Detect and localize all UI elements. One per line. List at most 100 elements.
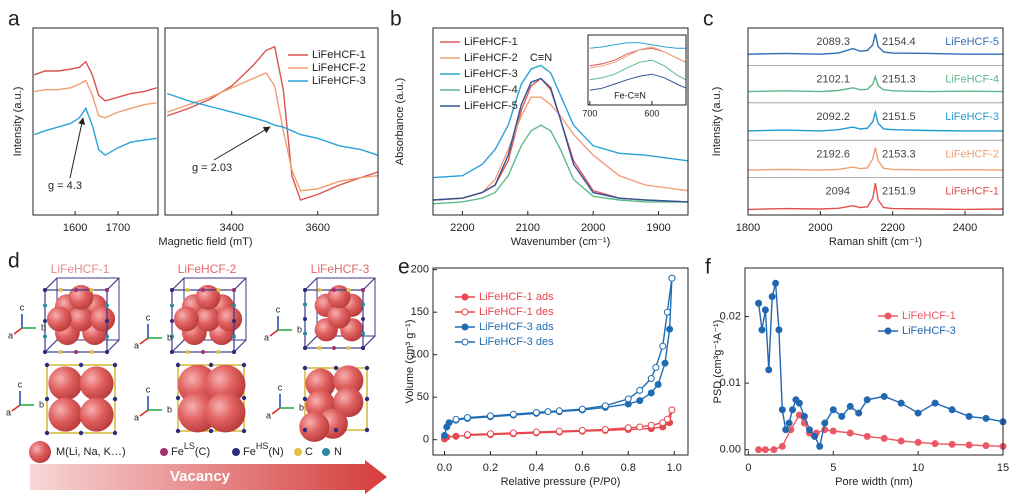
fe-node <box>44 362 50 368</box>
x-axis-label: Raman shift (cm⁻¹) <box>829 236 922 248</box>
series-line <box>34 79 157 119</box>
annotation-arrow <box>213 126 271 161</box>
axes-frame <box>32 27 159 216</box>
data-point <box>654 380 662 388</box>
structure-title: LiFeHCF-1 <box>51 262 110 276</box>
fe-node <box>216 288 221 292</box>
axis-letter: a <box>6 407 11 417</box>
fe-node <box>43 288 47 292</box>
x-axis-label: Magnetic field (mT) <box>158 236 252 248</box>
framework-bond <box>304 277 318 291</box>
carbon-icon <box>294 448 302 456</box>
legend-label: LiFeHCF-2 <box>312 62 366 74</box>
data-point <box>755 446 763 454</box>
fe-node <box>78 430 84 436</box>
data-point <box>846 429 854 437</box>
series-line <box>589 73 687 91</box>
data-point <box>770 446 778 454</box>
axis-letter: b <box>297 324 302 334</box>
data-point <box>982 414 990 422</box>
data-point <box>806 426 813 434</box>
data-point <box>931 399 939 407</box>
data-point <box>795 399 803 407</box>
data-point <box>789 406 797 414</box>
series-line <box>34 60 157 102</box>
metal-sphere <box>205 364 246 405</box>
fe-node <box>208 428 214 434</box>
data-point <box>445 419 453 427</box>
fe-node <box>105 334 109 339</box>
x-tick-label: 10 <box>912 462 924 474</box>
x-tick-label: 2200 <box>450 222 474 234</box>
axes-frame <box>587 34 687 106</box>
metal-sphere <box>68 284 94 310</box>
axis-arrow <box>269 329 279 337</box>
legend-text: Fe <box>243 446 256 458</box>
y-tick-label: 0.00 <box>720 444 741 456</box>
framework-bond <box>106 339 120 353</box>
metal-icon <box>29 441 51 463</box>
axes-frame <box>432 267 689 456</box>
fe-node <box>44 430 50 436</box>
panel-letter: b <box>390 8 402 31</box>
data-point <box>463 431 471 439</box>
fe-node <box>241 395 247 401</box>
data-point <box>778 442 786 450</box>
fe-node <box>302 427 308 433</box>
fe-node <box>105 303 109 308</box>
fe-node <box>89 288 94 292</box>
fe-node <box>112 430 118 436</box>
legend-text: Fe <box>171 446 184 458</box>
fe-node <box>78 362 84 368</box>
axis-letter: a <box>266 410 271 420</box>
axis-letter: b <box>167 332 172 342</box>
peak-label: 2094 <box>826 186 850 198</box>
data-point <box>772 279 780 287</box>
fe-node <box>112 396 118 402</box>
data-point <box>914 409 922 417</box>
fe-node <box>303 288 307 292</box>
framework-bond <box>362 335 376 349</box>
legend-label: LiFeHCF-1 <box>902 310 956 322</box>
peak-label: 2102.1 <box>816 74 850 86</box>
y-axis-label: Intensity (a.u.) <box>12 87 24 157</box>
fe-node <box>175 362 181 368</box>
axis-letter: c <box>146 384 151 394</box>
fe-node <box>346 288 351 292</box>
x-tick-label: 3600 <box>306 222 330 234</box>
fe-hs-icon <box>232 448 240 456</box>
data-point <box>838 412 846 420</box>
fe-node <box>232 288 236 292</box>
data-point <box>668 274 676 282</box>
axis-letter: c <box>276 304 281 314</box>
data-point <box>486 412 494 420</box>
legend-text: (C) <box>195 446 210 458</box>
fe-node <box>74 288 78 292</box>
legend-text: C <box>305 446 313 458</box>
metal-sphere <box>68 306 94 332</box>
diagram-legend: M(Li, Na, K…) FeLS(C) FeHS(N) C N <box>29 441 342 463</box>
panel-letter: a <box>8 8 20 31</box>
legend-label: LiFeHCF-3 ads <box>479 321 554 333</box>
legend-label: LiFeHCF-4 <box>464 84 518 96</box>
y-axis-label: Volume (cm³ g⁻¹) <box>404 319 416 403</box>
legend-sup: LS <box>184 441 195 451</box>
legend-label: LiFeHCF-5 <box>464 100 518 112</box>
data-point <box>663 415 671 423</box>
legend-label: LiFeHCF-1 ads <box>479 291 554 303</box>
framework-bond <box>44 277 58 291</box>
data-point <box>914 438 922 446</box>
metal-sphere <box>205 392 246 433</box>
annotation: g = 2.03 <box>192 162 232 174</box>
fe-node <box>58 350 63 354</box>
legend-sup: HS <box>256 441 269 451</box>
fe-node <box>303 302 307 307</box>
fe-node <box>185 288 190 292</box>
data-point <box>601 402 609 410</box>
data-point <box>821 419 829 427</box>
data-point <box>755 299 763 307</box>
metal-sphere <box>177 364 218 405</box>
x-tick-label: 0.8 <box>621 462 636 474</box>
series-line <box>589 59 687 81</box>
axes-frame <box>432 27 689 216</box>
